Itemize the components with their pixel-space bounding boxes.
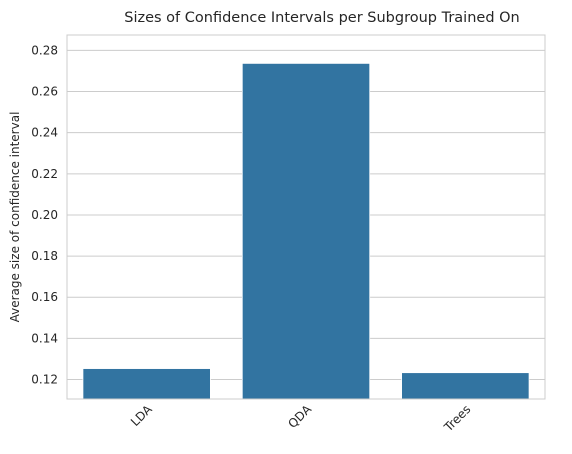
plot-frame [66,34,546,400]
y-tick-label: 0.16 [31,290,58,304]
y-tick-label: 0.26 [31,85,58,99]
y-tick-label: 0.12 [31,372,58,386]
x-tick-label: Trees [441,402,474,435]
y-tick-label: 0.14 [31,331,58,345]
y-tick-label: 0.20 [31,208,58,222]
y-axis-label: Average size of confidence interval [8,112,22,323]
bars [82,62,530,400]
bar-qda [241,62,371,400]
y-tick-label: 0.18 [31,249,58,263]
x-tick-labels: LDA QDA Trees [128,402,473,435]
x-tick-label: LDA [128,402,155,429]
bar-trees [401,372,530,400]
y-tick-label: 0.24 [31,126,58,140]
y-tick-label: 0.28 [31,43,58,57]
bar-lda [82,368,211,400]
chart-title: Sizes of Confidence Intervals per Subgro… [124,10,520,26]
y-tick-label: 0.22 [31,167,58,181]
x-tick-label: QDA [285,402,314,431]
y-tick-labels: 0.12 0.14 0.16 0.18 0.20 0.22 0.24 0.26 0.28 [31,43,58,386]
